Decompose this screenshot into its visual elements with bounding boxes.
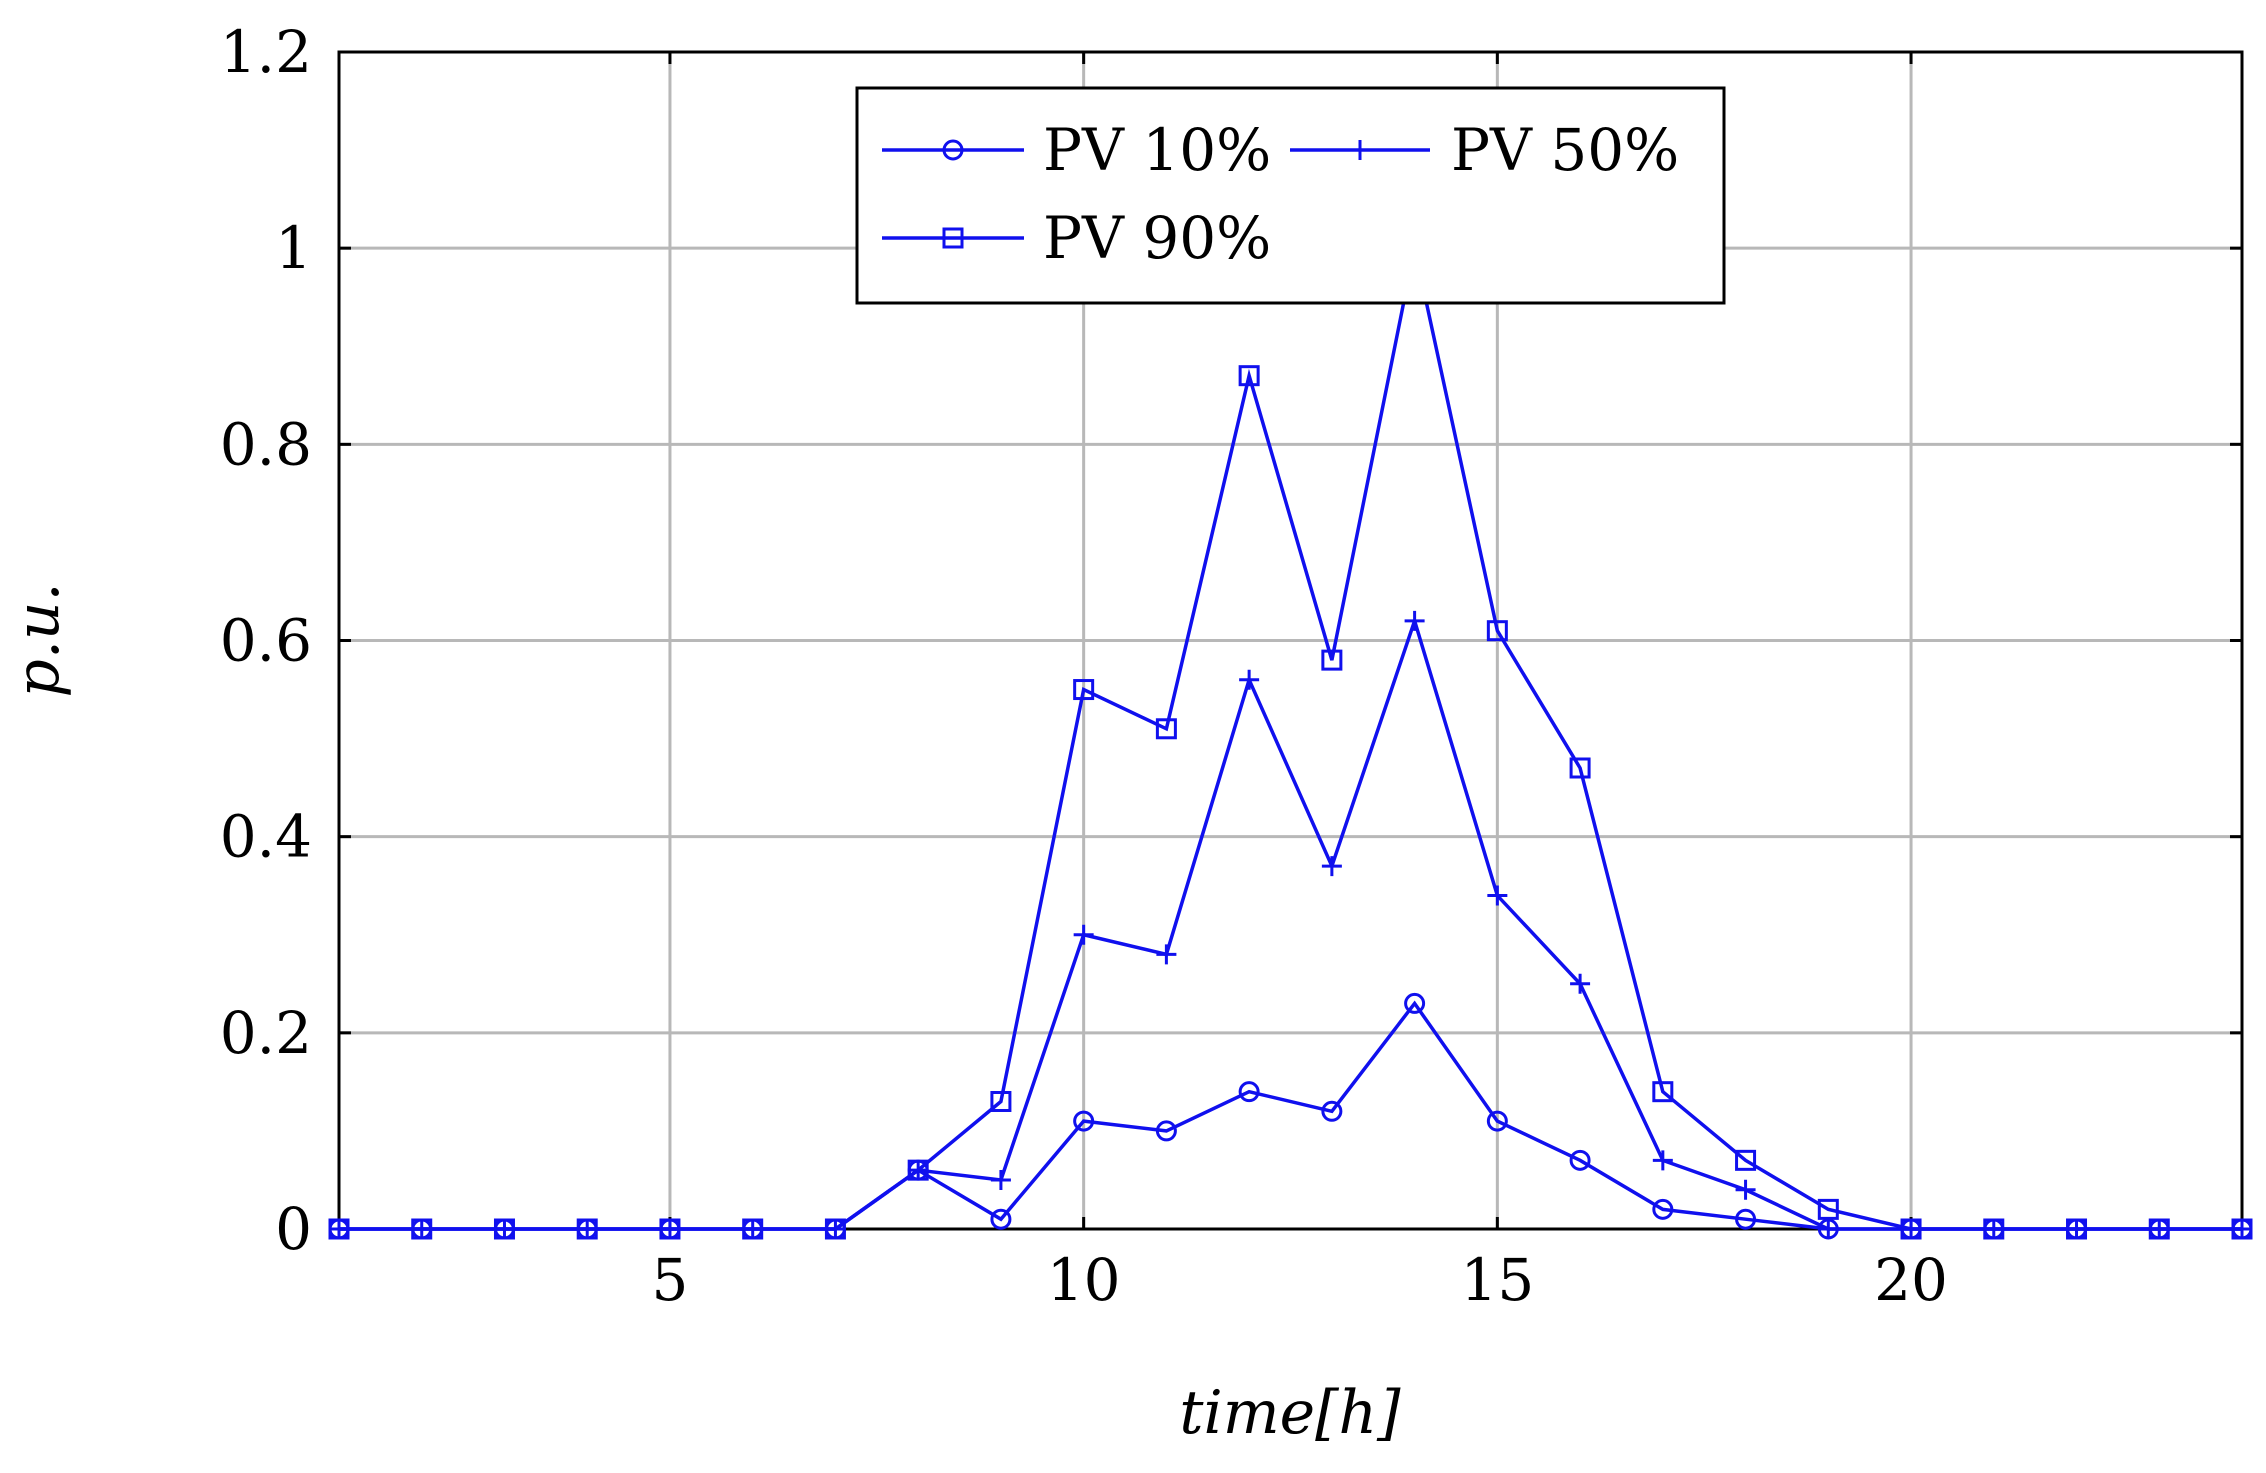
data-point [990,1208,1012,1230]
series-line [339,615,2242,1231]
legend-entry: PV 50% [1290,116,1679,184]
data-point [1486,620,1508,642]
data-point [1486,1110,1508,1132]
data-point [1238,365,1260,387]
data-point [1156,944,1177,965]
y-tick-label: 0.8 [220,410,312,478]
data-point [1155,1120,1177,1142]
series-line [339,247,2242,1231]
x-tick-label: 15 [1460,1246,1534,1314]
x-tick-label: 10 [1047,1246,1121,1314]
legend-swatch-marker [1350,140,1370,160]
data-point [411,1218,433,1240]
data-point [328,1218,350,1240]
axis-ticks: 5 10 15 20 0 0.2 0.4 0.6 0.8 1 1.2 [220,18,2242,1314]
series-circle [328,992,2253,1240]
legend-entry: PV 90% [882,204,1271,272]
data-point [1321,856,1342,877]
data-point [1983,1218,2005,1240]
series-square [328,237,2253,1240]
data-point [1735,1208,1757,1230]
legend: PV 10% PV 50% PV 90% [855,86,1726,305]
data-point [1321,1100,1343,1122]
y-tick-label: 1.2 [220,18,312,86]
data-point [1570,973,1591,994]
legend-label: PV 50% [1451,116,1679,184]
data-point [1652,1198,1674,1220]
data-point [576,1218,598,1240]
data-point [1073,679,1095,701]
data-point [493,1218,515,1240]
data-point [1818,1219,1839,1239]
series-plus [329,610,2252,1239]
x-tick-label: 5 [652,1246,689,1314]
y-tick-label: 0.6 [220,607,312,675]
data-point [1239,669,1260,690]
y-axis-title: p.u. [3,582,73,697]
legend-entry: PV 10% [882,116,1271,184]
y-tick-label: 0.4 [220,803,312,871]
data-point [1817,1198,1839,1220]
legend-swatch-marker [942,139,964,161]
data-point [1073,924,1094,945]
y-tick-label: 0 [275,1195,312,1263]
data-point [990,1090,1012,1112]
data-point [742,1218,764,1240]
data-point [1652,1081,1674,1103]
data-point [2066,1218,2088,1240]
data-point [1404,992,1426,1014]
data-point [990,1169,1011,1190]
data-point [824,1218,846,1240]
data-point [1321,649,1343,671]
series-layer [328,237,2253,1240]
data-point [1569,757,1591,779]
legend-label: PV 90% [1043,204,1271,272]
data-point [1155,718,1177,740]
data-point [1569,1149,1591,1171]
data-point [907,1159,929,1181]
data-point [1238,1081,1260,1103]
data-point [2231,1218,2253,1240]
y-tick-label: 0.2 [220,999,312,1067]
legend-swatch-marker [942,227,964,249]
legend-label: PV 10% [1043,116,1271,184]
x-axis-title: time[h] [1179,1378,1401,1448]
data-point [1735,1179,1756,1200]
data-point [1073,1110,1095,1132]
data-point [1735,1149,1757,1171]
data-point [659,1218,681,1240]
x-tick-label: 20 [1874,1246,1948,1314]
data-point [1900,1218,1922,1240]
data-point [1652,1150,1673,1171]
data-point [1404,610,1425,631]
data-point [1487,885,1508,906]
data-point [2148,1218,2170,1240]
y-tick-label: 1 [275,214,312,282]
series-line [339,1000,2242,1231]
legend-box [855,86,1726,305]
